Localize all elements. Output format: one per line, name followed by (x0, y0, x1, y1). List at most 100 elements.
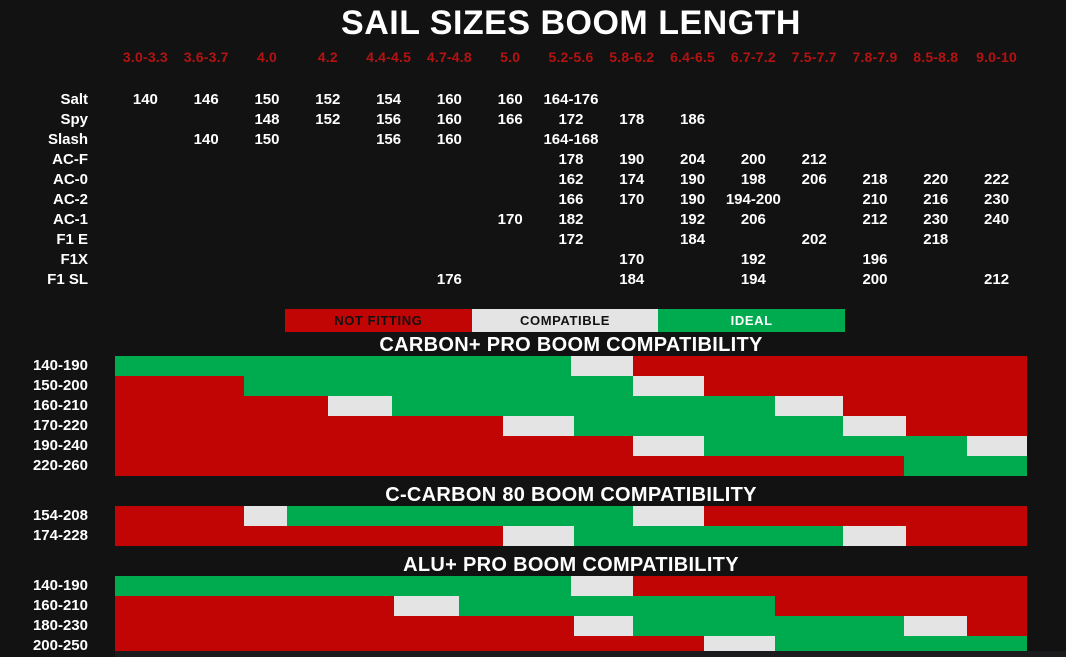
compat-bar-row: 170-220 (0, 416, 1027, 436)
boom-length-cell (541, 250, 602, 270)
size-header-cell: 8.5-8.8 (913, 49, 959, 65)
boom-length-cell: 160 (497, 91, 523, 108)
size-header-cell: 3.0-3.3 (122, 49, 168, 65)
boom-range-label: 190-240 (32, 437, 88, 454)
boom-length-cell (115, 270, 176, 290)
compat-segment-ideal (903, 456, 1027, 476)
compat-segment-not_fitting (115, 506, 244, 526)
boom-length-cell (905, 250, 966, 270)
sail-model-label: AC-F (52, 151, 88, 168)
section-title-c-carbon-80: C-CARBON 80 BOOM COMPATIBILITY (385, 484, 757, 506)
compat-segment-compatible (573, 616, 633, 636)
compat-segment-compatible (571, 576, 634, 596)
boom-length-cell (845, 150, 906, 170)
boom-length-cell: 164-176 (543, 91, 599, 108)
boom-length-cell (237, 250, 298, 270)
size-header-cell: 4.0 (256, 49, 278, 65)
compat-bar (115, 456, 1027, 476)
boom-range-label: 174-228 (32, 527, 88, 544)
compat-segment-not_fitting (704, 376, 1027, 396)
table-row: AC-F 178 190 204 200 212 (0, 150, 1027, 170)
table-row: AC-0 162 174 190 198 206 218 220 222 (0, 170, 1027, 190)
boom-length-cell: 174 (619, 171, 645, 188)
boom-length-cell (297, 210, 358, 230)
boom-length-cell: 154 (376, 91, 402, 108)
boom-length-cell: 204 (680, 151, 706, 168)
boom-length-cell (297, 150, 358, 170)
boom-length-cell: 150 (254, 91, 280, 108)
compat-bar-row: 160-210 (0, 396, 1027, 416)
boom-length-cell (723, 110, 784, 130)
compatibility-legend: NOT FITTING COMPATIBLE IDEAL (285, 309, 846, 332)
boom-length-cell (358, 210, 419, 230)
page-title: SAIL SIZES BOOM LENGTH (341, 4, 801, 42)
boom-length-cell: 170 (619, 251, 645, 268)
compat-bar (115, 356, 1027, 376)
table-row: Salt 140 146 150 152 154 160 160 164-176 (0, 90, 1027, 110)
boom-length-cell (419, 250, 480, 270)
boom-length-cell (480, 170, 541, 190)
section-title-carbon-pro: CARBON+ PRO BOOM COMPATIBILITY (379, 334, 763, 356)
boom-length-cell (662, 270, 723, 290)
compat-segment-ideal (573, 526, 843, 546)
size-header-cell: 4.2 (317, 49, 338, 65)
boom-length-cell (845, 230, 906, 250)
boom-range-label: 160-210 (32, 397, 88, 414)
table-row: Spy 148 152 156 160 166 172 178 186 (0, 110, 1027, 130)
compat-segment-not_fitting (115, 456, 904, 476)
boom-length-cell (905, 130, 966, 150)
boom-length-cell (237, 190, 298, 210)
boom-length-cell (176, 190, 237, 210)
boom-length-cell (297, 270, 358, 290)
boom-length-cell (419, 230, 480, 250)
boom-length-cell (176, 170, 237, 190)
compat-segment-ideal (115, 356, 571, 376)
table-row-cells: 140 146 150 152 154 160 160 164-176 (115, 90, 1027, 110)
boom-length-cell: 212 (984, 271, 1010, 288)
boom-length-cell (176, 110, 237, 130)
alu-pro-compatibility-bars: 140-190 160-210 180-230 200-250 (0, 576, 1027, 656)
boom-length-cell: 184 (680, 231, 706, 248)
compat-segment-not_fitting (633, 576, 1027, 596)
boom-length-cell (358, 170, 419, 190)
footer-strip (115, 651, 1066, 657)
boom-length-cell: 212 (862, 211, 888, 228)
boom-range-label: 170-220 (32, 417, 88, 434)
boom-length-cell (237, 150, 298, 170)
compat-segment-ideal (392, 396, 776, 416)
boom-length-cell: 220 (923, 171, 949, 188)
boom-length-cell (784, 210, 845, 230)
boom-length-cell: 192 (680, 211, 706, 228)
boom-length-cell: 230 (923, 211, 949, 228)
legend-item-compatible: COMPATIBLE (471, 309, 659, 332)
boom-range-label: 140-190 (32, 577, 88, 594)
boom-length-cell (905, 150, 966, 170)
boom-length-cell (115, 110, 176, 130)
boom-length-cell (784, 110, 845, 130)
boom-length-cell (905, 270, 966, 290)
boom-length-cell: 172 (558, 111, 584, 128)
compat-bar (115, 416, 1027, 436)
sail-model-label: Salt (60, 91, 88, 108)
boom-length-cell (905, 90, 966, 110)
boom-length-cell (480, 250, 541, 270)
boom-length-cell (784, 250, 845, 270)
boom-length-cell (115, 190, 176, 210)
size-header-cell: 4.4-4.5 (366, 49, 412, 65)
size-header-cell: 5.0 (500, 49, 521, 65)
boom-length-cell (358, 150, 419, 170)
compat-bar (115, 506, 1027, 526)
table-row-cells: 148 152 156 160 166 172 178 186 (115, 110, 1027, 130)
boom-length-cell: 182 (558, 211, 584, 228)
boom-length-cell (723, 230, 784, 250)
boom-length-cell: 194 (740, 271, 766, 288)
table-row-cells: 162 174 190 198 206 218 220 222 (115, 170, 1027, 190)
compat-segment-compatible (502, 416, 574, 436)
table-row-cells: 178 190 204 200 212 (115, 150, 1027, 170)
boom-length-cell: 140 (193, 131, 219, 148)
compat-segment-not_fitting (115, 436, 634, 456)
boom-length-cell (784, 90, 845, 110)
compat-segment-not_fitting (633, 356, 1027, 376)
boom-range-label: 140-190 (32, 357, 88, 374)
